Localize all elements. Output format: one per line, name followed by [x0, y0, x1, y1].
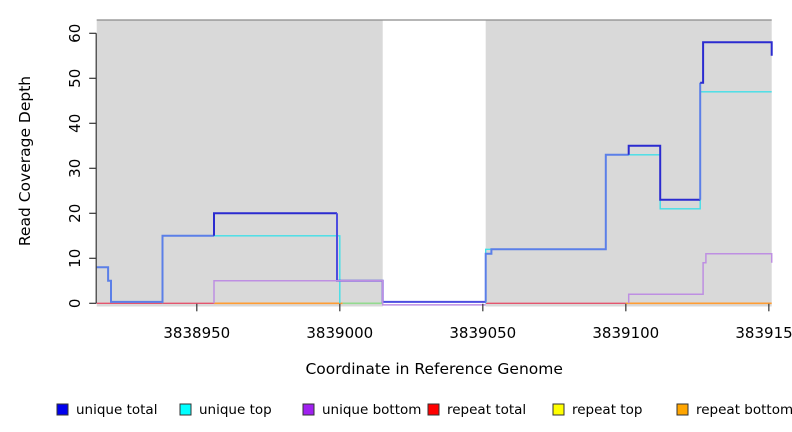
legend-label: unique bottom [322, 402, 421, 418]
legend-label: unique total [76, 402, 157, 418]
legend-swatch-repeat-total [427, 403, 440, 416]
y-tick-label: 0 [66, 299, 84, 309]
y-axis-title: Read Coverage Depth [16, 76, 34, 246]
x-tick-label: 3839150 [735, 324, 792, 342]
y-tick-label: 20 [66, 204, 84, 223]
x-tick-label: 3838950 [163, 324, 230, 342]
x-tick-label: 3839000 [306, 324, 373, 342]
legend-label: repeat bottom [696, 402, 792, 418]
unique-total-line-4 [484, 153, 629, 302]
y-tick-label: 10 [66, 249, 84, 268]
y-tick-label: 50 [66, 69, 84, 88]
unique-total-line-7 [700, 41, 773, 84]
x-axis-title: Coordinate in Reference Genome [305, 360, 562, 378]
legend-swatch-repeat-bottom [676, 403, 689, 416]
legend-swatch-unique-total [56, 403, 69, 416]
y-tick-label: 30 [66, 159, 84, 178]
y-tick-label: 40 [66, 114, 84, 133]
unique-bottom-line-right [627, 253, 773, 304]
x-tick-label: 3839100 [592, 324, 659, 342]
legend-swatch-unique-bottom [302, 403, 315, 416]
legend-swatch-repeat-top [552, 403, 565, 416]
legend-swatch-unique-top [179, 403, 192, 416]
unique-total-line-5 [627, 144, 701, 201]
legend-label: unique top [199, 402, 272, 418]
y-tick-label: 60 [66, 24, 84, 43]
legend-label: repeat total [447, 402, 526, 418]
unique-bottom-line-left [213, 280, 486, 306]
legend-label: repeat top [572, 402, 642, 418]
unique-total-line-2 [213, 212, 337, 236]
masked-region [382, 20, 486, 307]
x-tick-label: 3839050 [449, 324, 516, 342]
unique-total-line-1 [96, 234, 214, 303]
